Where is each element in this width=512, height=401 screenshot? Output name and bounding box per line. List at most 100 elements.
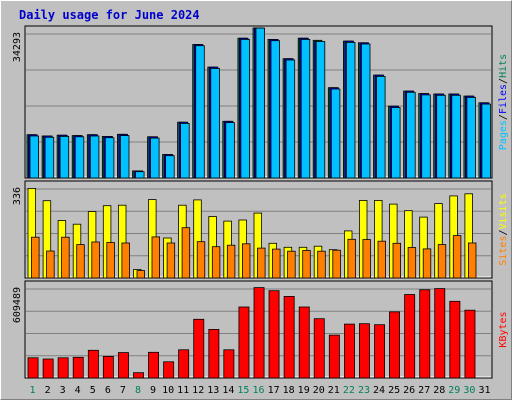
bar-kbytes-day-5 bbox=[87, 349, 99, 379]
bar-kbytes-day-29 bbox=[449, 300, 461, 379]
bar-pages-day-31 bbox=[481, 103, 491, 179]
bar-kbytes-day-25 bbox=[389, 311, 401, 379]
x-tick-label-16: 16 bbox=[252, 385, 264, 396]
bar-pages-day-13 bbox=[210, 68, 220, 179]
bar-kbytes-day-24 bbox=[374, 324, 386, 379]
bar-pages-day-6 bbox=[104, 137, 115, 179]
bar-sites-day-8 bbox=[136, 270, 145, 279]
x-tick-label-27: 27 bbox=[418, 385, 430, 396]
x-tick-label-28: 28 bbox=[433, 385, 445, 396]
bar-pages-day-7 bbox=[120, 135, 130, 179]
bar-kbytes-day-21 bbox=[328, 334, 340, 379]
bar-sites-day-25 bbox=[392, 242, 401, 279]
chart-title: Daily usage for June 2024 bbox=[19, 8, 200, 22]
bar-pages-day-19 bbox=[300, 39, 311, 179]
legend-item: KBytes bbox=[498, 311, 509, 347]
bar-sites-day-7 bbox=[121, 242, 130, 279]
bar-sites-day-18 bbox=[287, 250, 296, 279]
bar-pages-day-20 bbox=[315, 41, 326, 179]
bar-pages-day-12 bbox=[195, 45, 205, 179]
bar-pages-day-11 bbox=[180, 123, 190, 179]
bar-sites-day-11 bbox=[181, 227, 191, 279]
bar-pages-day-30 bbox=[466, 97, 476, 179]
x-tick-label-23: 23 bbox=[358, 385, 370, 396]
max-label-pages-files-hits: 34293 bbox=[12, 32, 23, 62]
bar-sites-day-17 bbox=[272, 248, 281, 279]
bar-kbytes-day-17 bbox=[268, 290, 280, 379]
x-tick-label-24: 24 bbox=[373, 385, 385, 396]
x-tick-label-26: 26 bbox=[403, 385, 415, 396]
bar-kbytes-day-15 bbox=[238, 306, 250, 379]
bar-sites-day-15 bbox=[241, 243, 251, 279]
x-tick-label-18: 18 bbox=[283, 385, 295, 396]
bar-sites-day-24 bbox=[377, 240, 386, 279]
bar-kbytes-day-14 bbox=[223, 349, 235, 379]
legend-item: Pages bbox=[498, 120, 509, 150]
x-tick-label-8: 8 bbox=[135, 385, 141, 396]
bar-kbytes-day-23 bbox=[358, 323, 370, 379]
x-tick-label-29: 29 bbox=[448, 385, 460, 396]
bar-pages-day-28 bbox=[436, 94, 446, 179]
bar-sites-day-22 bbox=[347, 238, 356, 279]
x-tick-label-21: 21 bbox=[328, 385, 340, 396]
x-tick-label-1: 1 bbox=[29, 385, 35, 396]
bar-sites-day-9 bbox=[151, 236, 160, 279]
x-tick-label-14: 14 bbox=[222, 385, 234, 396]
bar-pages-day-16 bbox=[255, 27, 266, 179]
x-tick-label-13: 13 bbox=[207, 385, 219, 396]
bar-pages-day-27 bbox=[421, 94, 431, 179]
bar-pages-day-3 bbox=[59, 135, 70, 179]
bar-kbytes-day-9 bbox=[148, 351, 160, 379]
bar-sites-day-12 bbox=[196, 241, 206, 279]
bar-pages-day-10 bbox=[165, 155, 175, 179]
x-tick-label-20: 20 bbox=[313, 385, 325, 396]
legend-item: Visits bbox=[498, 193, 509, 229]
x-tick-label-31: 31 bbox=[478, 385, 490, 396]
bar-sites-day-5 bbox=[91, 241, 100, 279]
bar-kbytes-day-4 bbox=[72, 356, 84, 379]
max-label-visits-sites: 336 bbox=[12, 187, 23, 205]
bar-pages-day-9 bbox=[150, 137, 160, 179]
x-tick-label-11: 11 bbox=[177, 385, 189, 396]
bar-sites-day-6 bbox=[106, 242, 115, 279]
x-tick-label-4: 4 bbox=[75, 385, 81, 396]
bar-pages-day-24 bbox=[376, 76, 386, 179]
bar-pages-day-8 bbox=[135, 171, 145, 179]
bar-kbytes-day-11 bbox=[178, 349, 190, 379]
bar-sites-day-21 bbox=[332, 249, 341, 279]
x-tick-label-22: 22 bbox=[343, 385, 355, 396]
bar-sites-day-13 bbox=[211, 246, 221, 279]
bar-sites-day-30 bbox=[467, 242, 477, 279]
bar-kbytes-day-8 bbox=[133, 372, 145, 379]
bar-pages-day-29 bbox=[451, 94, 461, 179]
x-tick-label-3: 3 bbox=[60, 385, 66, 396]
x-tick-label-2: 2 bbox=[45, 385, 51, 396]
bar-pages-day-23 bbox=[360, 43, 371, 179]
bar-pages-day-5 bbox=[89, 135, 100, 179]
legend-pages-files-hits: Pages/Files/Hits bbox=[498, 54, 509, 150]
x-tick-label-6: 6 bbox=[105, 385, 111, 396]
bar-kbytes-day-10 bbox=[163, 361, 175, 379]
bar-sites-day-23 bbox=[362, 239, 371, 279]
bar-kbytes-day-18 bbox=[283, 295, 295, 379]
x-tick-label-7: 7 bbox=[120, 385, 126, 396]
x-tick-label-10: 10 bbox=[162, 385, 174, 396]
bar-sites-day-28 bbox=[437, 244, 447, 279]
bar-kbytes-day-12 bbox=[193, 318, 205, 379]
bar-kbytes-day-16 bbox=[253, 287, 265, 379]
x-tick-label-12: 12 bbox=[192, 385, 204, 396]
bar-pages-day-25 bbox=[391, 107, 401, 179]
bar-kbytes-day-13 bbox=[208, 328, 220, 379]
bar-pages-day-21 bbox=[330, 88, 341, 179]
bar-kbytes-day-2 bbox=[42, 358, 54, 379]
bar-pages-day-18 bbox=[285, 59, 296, 179]
legend-item: / bbox=[498, 78, 509, 84]
bar-pages-day-14 bbox=[225, 122, 235, 179]
bar-kbytes-day-3 bbox=[57, 357, 69, 379]
bar-sites-day-2 bbox=[46, 250, 55, 279]
legend-item: / bbox=[498, 229, 509, 235]
bar-sites-day-27 bbox=[422, 248, 432, 279]
legend-item: Sites bbox=[498, 236, 509, 266]
